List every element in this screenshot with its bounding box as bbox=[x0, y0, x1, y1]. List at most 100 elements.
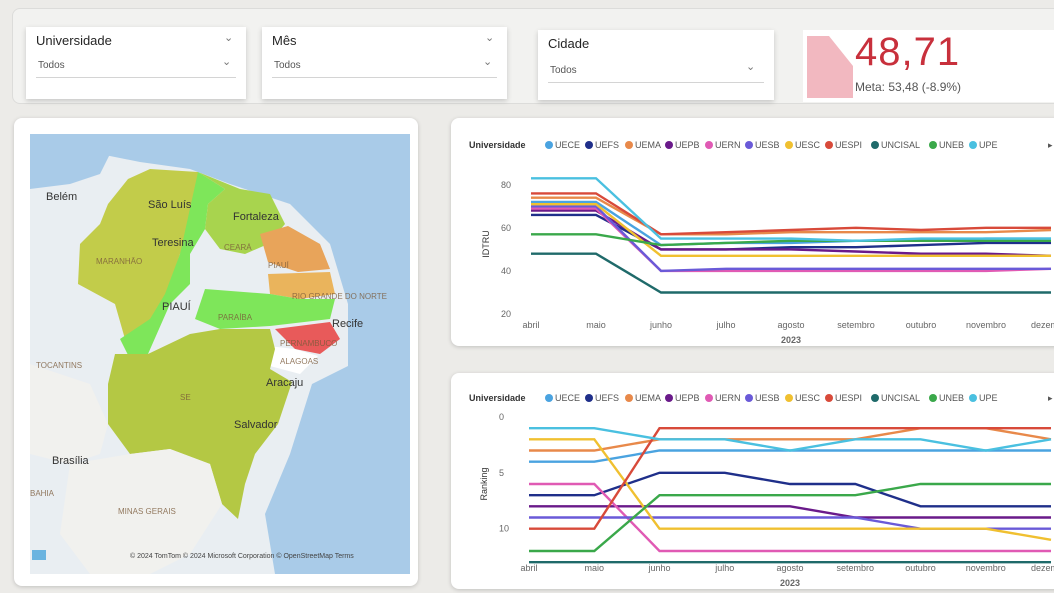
legend-marker[interactable] bbox=[545, 394, 553, 402]
legend-marker[interactable] bbox=[745, 141, 753, 149]
state-paraiba[interactable] bbox=[268, 272, 335, 299]
universidade-value[interactable]: Todos bbox=[38, 60, 65, 71]
legend-marker[interactable] bbox=[825, 394, 833, 402]
state-piaui[interactable] bbox=[120, 172, 225, 359]
series-line-uesc[interactable] bbox=[529, 438, 1052, 541]
legend-item-uespi[interactable]: UESPI bbox=[835, 393, 862, 403]
legend-item-uesc[interactable]: UESC bbox=[795, 140, 821, 150]
legend-item-uece[interactable]: UECE bbox=[555, 140, 580, 150]
state-alagoas[interactable] bbox=[275, 322, 340, 354]
series-line-uespi[interactable] bbox=[531, 192, 1051, 236]
series-line-uneb[interactable] bbox=[531, 233, 1051, 247]
legend-item-upe[interactable]: UPE bbox=[979, 393, 998, 403]
legend-item-uefs[interactable]: UEFS bbox=[595, 140, 619, 150]
legend-marker[interactable] bbox=[871, 141, 879, 149]
state-bahia[interactable] bbox=[108, 329, 292, 519]
series-line-uesb[interactable] bbox=[529, 516, 1051, 530]
state-maranhao[interactable] bbox=[78, 169, 205, 344]
series-line-uncisal[interactable] bbox=[531, 252, 1051, 294]
state-rio-grande-do-norte[interactable] bbox=[260, 226, 330, 272]
legend-marker[interactable] bbox=[585, 394, 593, 402]
mes-value[interactable]: Todos bbox=[274, 60, 301, 71]
idtru-line-chart[interactable]: Universidade UECE UEFS UEMA UEPB UERN UESB UESC… bbox=[451, 118, 1054, 346]
chevron-down-icon[interactable]: ⌄ bbox=[485, 32, 495, 44]
dropdown-chevron-icon[interactable]: ⌄ bbox=[746, 61, 756, 73]
legend-marker[interactable] bbox=[825, 141, 833, 149]
x-tick-label: setembro bbox=[837, 320, 875, 330]
legend-marker[interactable] bbox=[625, 394, 633, 402]
state-pernambuco[interactable] bbox=[195, 289, 335, 329]
series-line-upe[interactable] bbox=[529, 427, 1052, 452]
legend-item-uncisal[interactable]: UNCISAL bbox=[881, 140, 920, 150]
series-line-uema[interactable] bbox=[531, 196, 1052, 236]
legend-item-upe[interactable]: UPE bbox=[979, 140, 998, 150]
legend-marker[interactable] bbox=[871, 394, 879, 402]
legend-item-uema[interactable]: UEMA bbox=[635, 140, 661, 150]
series-line-uepb[interactable] bbox=[531, 209, 1052, 257]
dropdown-chevron-icon[interactable]: ⌄ bbox=[483, 56, 493, 68]
ranking-line-chart[interactable]: Universidade UECE UEFS UEMA UEPB UERN UESB UESC… bbox=[451, 373, 1054, 589]
legend-marker[interactable] bbox=[705, 141, 713, 149]
series-line-uesb[interactable] bbox=[531, 205, 1051, 273]
legend-item-uneb[interactable]: UNEB bbox=[939, 140, 964, 150]
x-tick-label: novembro bbox=[966, 563, 1006, 573]
legend-item-uern[interactable]: UERN bbox=[715, 393, 741, 403]
state-label-pernambuco: PARAÍBA bbox=[218, 313, 253, 322]
chevron-down-icon[interactable]: ⌄ bbox=[224, 32, 234, 44]
legend-marker[interactable] bbox=[665, 141, 673, 149]
legend-item-uesb[interactable]: UESB bbox=[755, 140, 780, 150]
y-tick-label: 40 bbox=[501, 266, 511, 276]
legend-item-uesc[interactable]: UESC bbox=[795, 393, 821, 403]
state-sergipe[interactable] bbox=[268, 346, 318, 374]
state-label-piaui: PIAUÍ bbox=[162, 300, 192, 313]
legend-marker[interactable] bbox=[929, 394, 937, 402]
legend-item-uefs[interactable]: UEFS bbox=[595, 393, 619, 403]
mes-slicer[interactable]: Mês ⌄ Todos ⌄ bbox=[262, 27, 507, 99]
cidade-value[interactable]: Todos bbox=[550, 65, 577, 76]
legend-marker[interactable] bbox=[585, 141, 593, 149]
series-line-uesc[interactable] bbox=[531, 202, 1051, 258]
city-belem: Belém bbox=[46, 191, 77, 203]
legend-item-uece[interactable]: UECE bbox=[555, 393, 580, 403]
x-axis-title: 2023 bbox=[781, 335, 801, 345]
state-tocantins bbox=[30, 364, 108, 464]
y-tick-label: 0 bbox=[499, 412, 504, 422]
legend-item-uepb[interactable]: UEPB bbox=[675, 140, 700, 150]
series-line-uern[interactable] bbox=[529, 482, 1051, 553]
legend-marker[interactable] bbox=[785, 141, 793, 149]
legend-marker[interactable] bbox=[929, 141, 937, 149]
legend-marker[interactable] bbox=[969, 394, 977, 402]
legend-marker[interactable] bbox=[785, 394, 793, 402]
x-tick-label: abril bbox=[522, 320, 539, 330]
legend-item-uern[interactable]: UERN bbox=[715, 140, 741, 150]
series-line-uefs[interactable] bbox=[529, 471, 1051, 508]
legend-marker[interactable] bbox=[705, 394, 713, 402]
series-line-upe[interactable] bbox=[531, 177, 1051, 243]
city-brasilia: Brasília bbox=[52, 455, 90, 467]
series-line-uneb[interactable] bbox=[529, 482, 1051, 553]
universidade-slicer[interactable]: Universidade ⌄ Todos ⌄ bbox=[26, 27, 246, 99]
legend-marker[interactable] bbox=[745, 394, 753, 402]
legend-marker[interactable] bbox=[665, 394, 673, 402]
legend-marker[interactable] bbox=[545, 141, 553, 149]
series-line-uespi[interactable] bbox=[529, 427, 1051, 530]
legend-next-arrow-icon[interactable]: ▸ bbox=[1048, 140, 1053, 150]
mes-label: Mês bbox=[272, 33, 297, 48]
legend-next-arrow-icon[interactable]: ▸ bbox=[1048, 393, 1053, 403]
legend-item-uespi[interactable]: UESPI bbox=[835, 140, 862, 150]
legend-marker[interactable] bbox=[625, 141, 633, 149]
legend-item-uepb[interactable]: UEPB bbox=[675, 393, 700, 403]
dropdown-chevron-icon[interactable]: ⌄ bbox=[222, 56, 232, 68]
kpi-sparkline bbox=[807, 36, 853, 98]
legend-item-uneb[interactable]: UNEB bbox=[939, 393, 964, 403]
city-salvador: Salvador bbox=[234, 419, 278, 431]
map-visual[interactable]: Belém São Luís Fortaleza Teresina Recife… bbox=[30, 134, 410, 574]
river-delta bbox=[30, 134, 120, 189]
legend-marker[interactable] bbox=[969, 141, 977, 149]
cidade-slicer[interactable]: Cidade Todos ⌄ bbox=[538, 30, 774, 100]
city-aracaju: Aracaju bbox=[266, 377, 303, 389]
city-fortaleza: Fortaleza bbox=[233, 211, 280, 223]
legend-item-uncisal[interactable]: UNCISAL bbox=[881, 393, 920, 403]
legend-item-uesb[interactable]: UESB bbox=[755, 393, 780, 403]
legend-item-uema[interactable]: UEMA bbox=[635, 393, 661, 403]
